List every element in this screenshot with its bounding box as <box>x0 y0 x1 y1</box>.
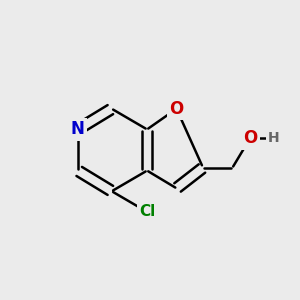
Text: O: O <box>243 129 257 147</box>
Text: N: N <box>71 120 85 138</box>
Text: H: H <box>268 131 280 145</box>
Text: O: O <box>169 100 184 118</box>
Text: Cl: Cl <box>139 204 155 219</box>
